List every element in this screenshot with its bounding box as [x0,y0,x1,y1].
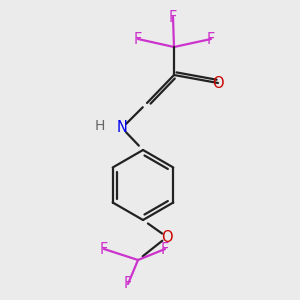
Text: F: F [124,277,132,292]
Text: F: F [134,32,142,46]
Text: F: F [207,32,215,46]
Text: O: O [161,230,173,244]
Text: H: H [95,119,105,133]
Text: F: F [161,242,169,256]
Text: F: F [169,10,177,25]
Text: F: F [100,242,108,256]
Text: O: O [212,76,224,91]
Text: N: N [117,121,128,136]
